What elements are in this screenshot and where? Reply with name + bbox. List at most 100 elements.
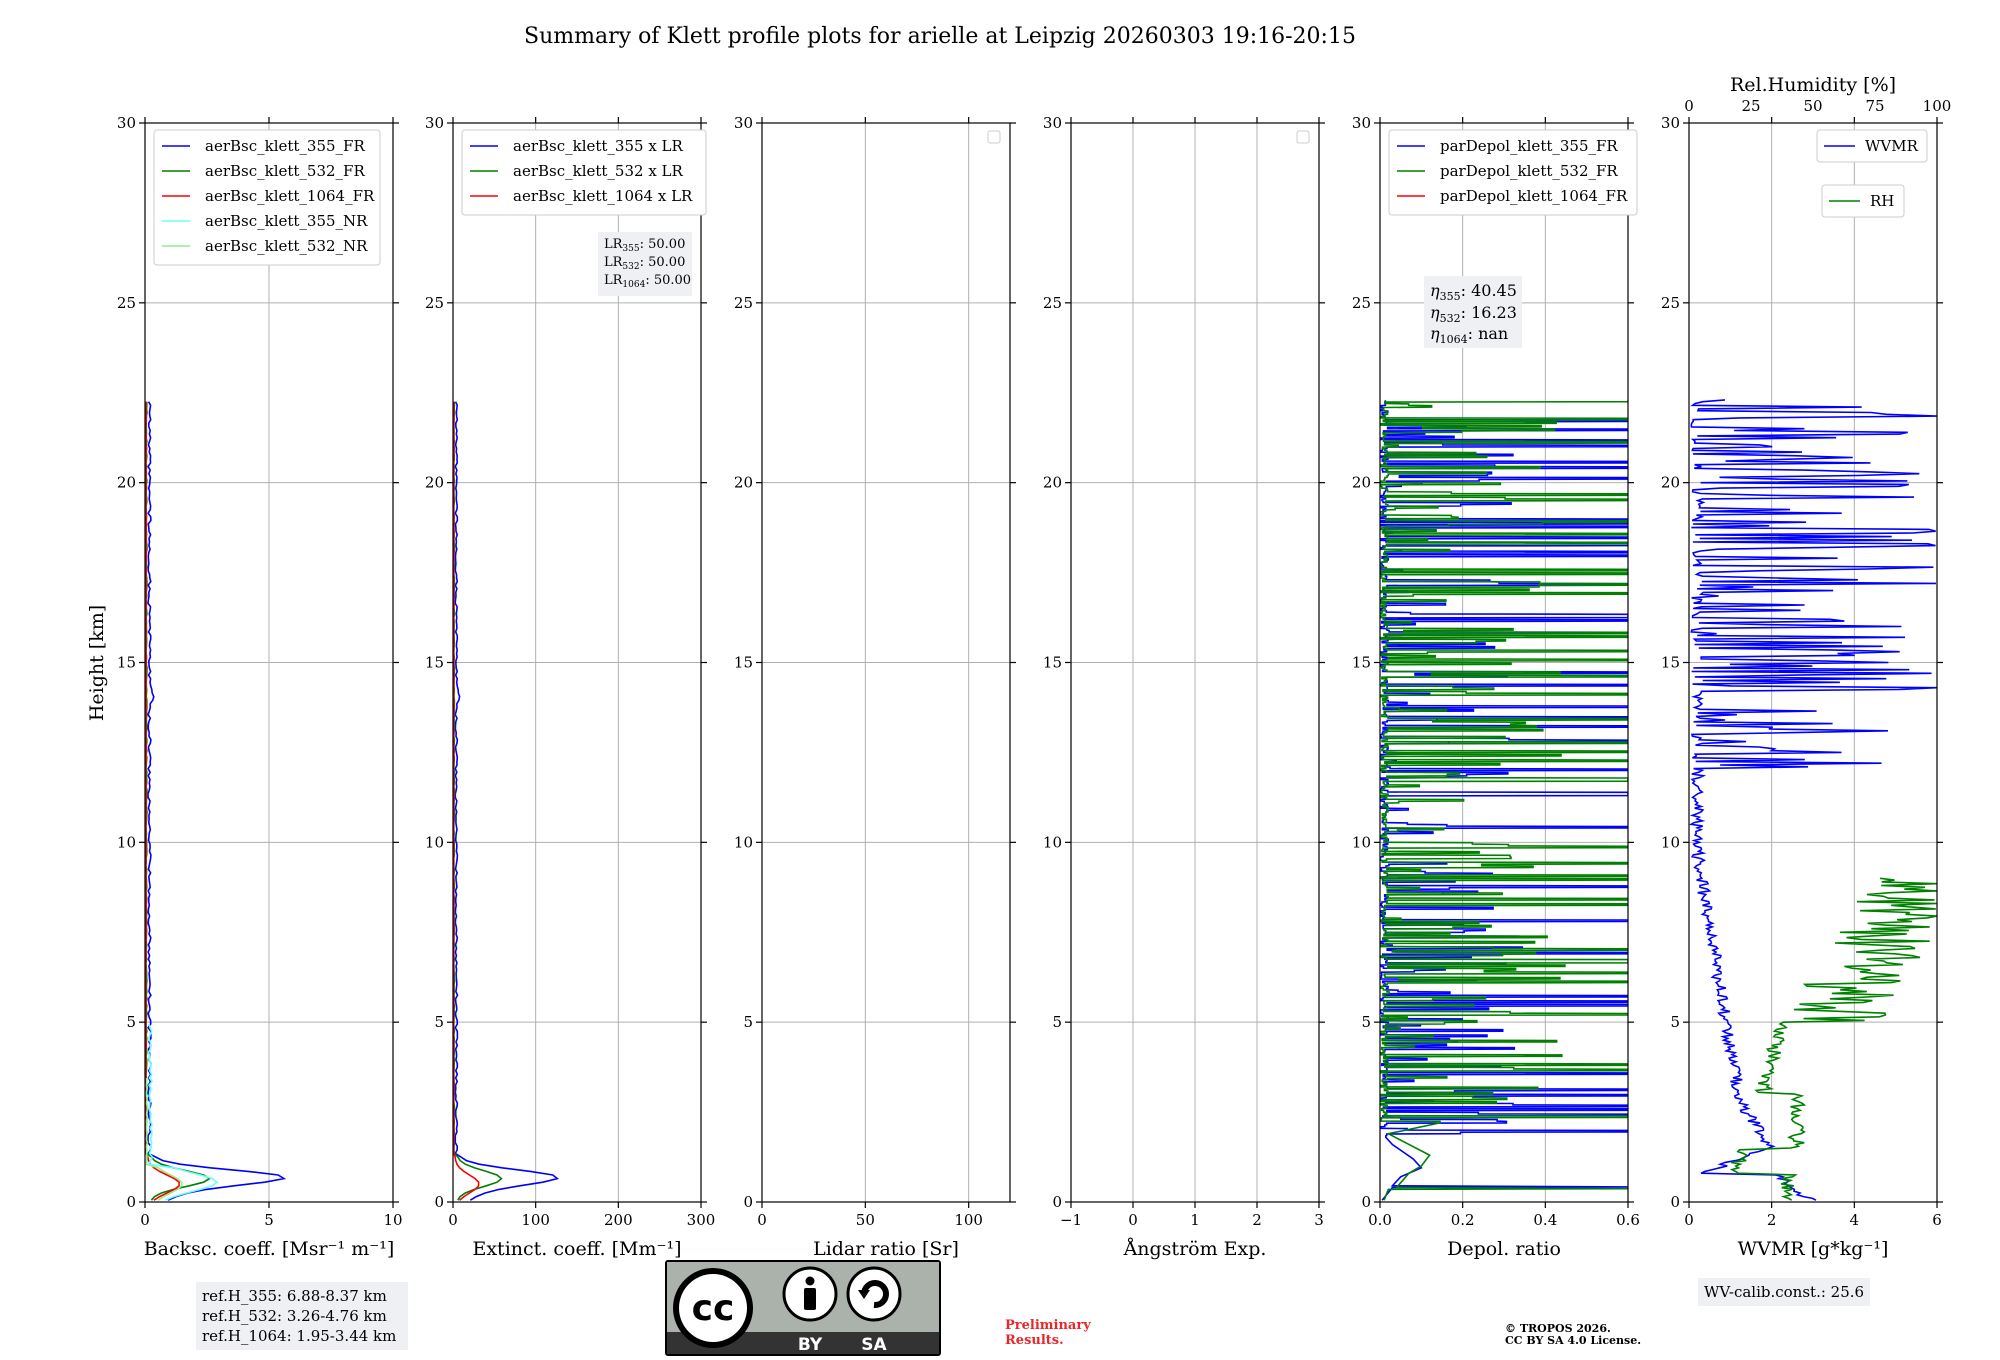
legend-frame	[1388, 129, 1638, 216]
y-tick-label: 15	[1043, 654, 1062, 672]
legend-item-wvmr: WVMR	[1865, 137, 1919, 155]
y-tick-label: 30	[1352, 114, 1371, 132]
x-tick-label: 3	[1314, 1211, 1324, 1229]
by-icon-body	[804, 1288, 816, 1310]
y-tick-label: 10	[1352, 833, 1371, 851]
by-icon-head	[805, 1276, 815, 1286]
series-line-aerBsc_klett_355_NR	[147, 1023, 219, 1201]
x-tick-label: 0.4	[1533, 1211, 1557, 1229]
top-tick-label: 100	[1923, 97, 1952, 115]
eta-box	[1424, 276, 1522, 348]
legend: WVMR RH	[1816, 129, 1928, 218]
x-tick-label: 0.6	[1616, 1211, 1640, 1229]
legend-frame	[153, 129, 381, 266]
x-axis-label: Backsc. coeff. [Msr⁻¹ m⁻¹]	[144, 1238, 395, 1260]
sa-icon-arrow	[858, 1290, 870, 1299]
legend: aerBsc_klett_355 x LR aerBsc_klett_532 x …	[461, 129, 707, 216]
x-tick-label: 0	[448, 1211, 458, 1229]
series-line-aerBsc_klett_355_FR	[147, 401, 287, 1201]
y-tick-label: 25	[117, 294, 136, 312]
copyright-note: © TROPOS 2026. CC BY SA 4.0 License.	[1505, 1323, 1641, 1347]
y-tick-label: 20	[734, 474, 753, 492]
legend-frame-wvmr	[1816, 129, 1928, 163]
sa-label: SA	[861, 1335, 887, 1355]
x-tick-label: 2	[1252, 1211, 1262, 1229]
cc-by-sa-logo: cc BY SA	[665, 1260, 941, 1356]
y-tick-label: 25	[1661, 294, 1680, 312]
ref-height-355: ref.H_355: 6.88-8.37 km	[202, 1287, 387, 1305]
y-tick-label: 15	[425, 654, 444, 672]
y-tick-label: 20	[1043, 474, 1062, 492]
figure-title: Summary of Klett profile plots for ariel…	[524, 24, 1356, 49]
panel-depol: 0 5 10 15 20 25 30 0.0 0.2 0.4 0.6 Depol. ratio parD…	[1352, 114, 1640, 1260]
x-tick-label: 4	[1850, 1211, 1860, 1229]
legend-item: aerBsc_klett_355_NR	[205, 212, 368, 230]
ref-height-1064: ref.H_1064: 1.95-3.44 km	[202, 1327, 397, 1345]
y-tick-label: 25	[1043, 294, 1062, 312]
sa-icon	[846, 1266, 902, 1322]
lr-1064: LR1064: 50.00	[604, 273, 691, 290]
x-tick-label: 2	[1767, 1211, 1777, 1229]
y-tick-label: 5	[126, 1013, 136, 1031]
series-line-WVMR	[1689, 399, 1937, 1201]
y-tick-label: 15	[1661, 654, 1680, 672]
x-tick-label: 10	[383, 1211, 402, 1229]
y-axis-label: Height [km]	[86, 605, 108, 721]
legend-item: aerBsc_klett_355 x LR	[513, 137, 684, 155]
legend: parDepol_klett_355_FR parDepol_klett_532_…	[1388, 129, 1638, 216]
ref-height-532: ref.H_532: 3.26-4.76 km	[202, 1307, 387, 1325]
legend-item: parDepol_klett_532_FR	[1440, 162, 1618, 180]
legend-item: aerBsc_klett_355_FR	[205, 137, 365, 155]
x-tick-label: 50	[856, 1211, 875, 1229]
empty-legend	[1296, 130, 1310, 144]
x-tick-label: 0	[1684, 1211, 1694, 1229]
y-tick-label: 10	[1043, 833, 1062, 851]
y-tick-label: 30	[1661, 114, 1680, 132]
legend-frame-rh	[1821, 184, 1905, 218]
x-axis-label: Extinct. coeff. [Mm⁻¹]	[472, 1238, 681, 1260]
copyright-line-2: CC BY SA 4.0 License.	[1505, 1334, 1642, 1347]
lr-box	[598, 232, 692, 296]
preliminary-line-2: Results.	[1005, 1333, 1064, 1348]
legend-frame	[461, 129, 707, 216]
preliminary-note: Preliminary Results.	[1005, 1318, 1091, 1348]
top-tick-label: 75	[1865, 97, 1884, 115]
series-line-aerBsc_klett_355 x LR	[454, 401, 560, 1201]
x-axis-label: Depol. ratio	[1447, 1238, 1561, 1260]
x-tick-label: 200	[604, 1211, 633, 1229]
top-tick-label: 25	[1741, 97, 1760, 115]
x-tick-label: 100	[521, 1211, 550, 1229]
ref-height-box: ref.H_355: 6.88-8.37 km ref.H_532: 3.26-…	[196, 1282, 408, 1350]
top-tick-label: 50	[1803, 97, 1822, 115]
cc-circle-inner	[679, 1274, 747, 1342]
top-axis-label: Rel.Humidity [%]	[1730, 74, 1896, 96]
y-tick-label: 20	[1352, 474, 1371, 492]
y-tick-label: 15	[117, 654, 136, 672]
annotations: LR355: 50.00 LR532: 50.00 LR1064: 50.00 …	[598, 232, 1522, 348]
y-tick-label: 30	[117, 114, 136, 132]
eta-355: η355: 40.45	[1430, 281, 1517, 303]
x-axis-label: Lidar ratio [Sr]	[813, 1238, 959, 1260]
y-tick-label: 0	[1052, 1193, 1062, 1211]
x-tick-label: 0	[1128, 1211, 1138, 1229]
y-tick-label: 10	[1661, 833, 1680, 851]
lr-532: LR532: 50.00	[604, 255, 685, 272]
y-tick-label: 10	[117, 833, 136, 851]
y-tick-label: 30	[1043, 114, 1062, 132]
x-tick-label: 100	[954, 1211, 983, 1229]
y-tick-label: 0	[434, 1193, 444, 1211]
legend: aerBsc_klett_355_FR aerBsc_klett_532_FRae…	[153, 129, 381, 266]
x-tick-label: 0	[140, 1211, 150, 1229]
x-tick-label: 5	[264, 1211, 274, 1229]
y-tick-label: 5	[1052, 1013, 1062, 1031]
series-line-aerBsc_klett_532_NR	[145, 1077, 183, 1201]
y-tick-label: 30	[425, 114, 444, 132]
eta-1064: η1064: nan	[1430, 324, 1508, 346]
lr-355: LR355: 50.00	[604, 237, 685, 254]
y-tick-label: 5	[434, 1013, 444, 1031]
legend-item: parDepol_klett_1064_FR	[1440, 187, 1628, 205]
empty-legend	[987, 130, 1001, 144]
y-tick-label: 5	[1670, 1013, 1680, 1031]
legend-item: aerBsc_klett_532_NR	[205, 237, 368, 255]
